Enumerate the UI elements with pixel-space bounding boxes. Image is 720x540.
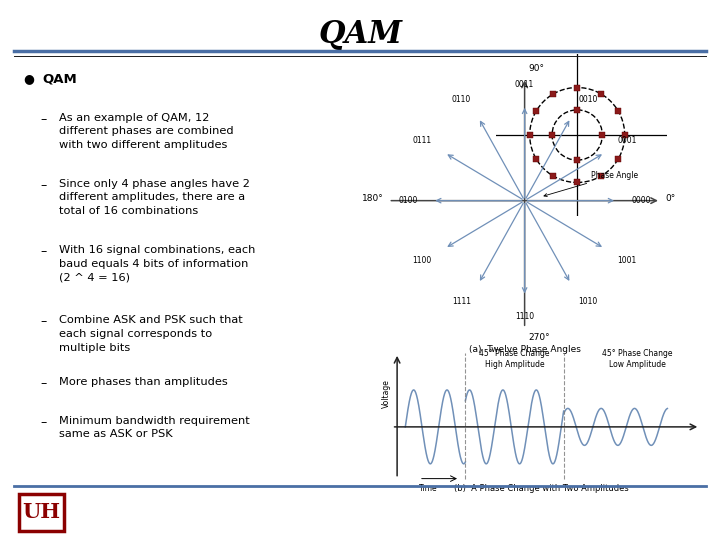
Text: ●: ● bbox=[24, 72, 35, 85]
Text: 0110: 0110 bbox=[451, 96, 471, 104]
Text: –: – bbox=[40, 377, 47, 390]
Text: 1001: 1001 bbox=[618, 256, 636, 265]
Text: UH: UH bbox=[22, 502, 60, 522]
Text: 1111: 1111 bbox=[452, 297, 471, 306]
Text: 270°: 270° bbox=[528, 333, 550, 342]
Text: 0100: 0100 bbox=[398, 196, 418, 205]
Text: QAM: QAM bbox=[42, 72, 77, 85]
FancyBboxPatch shape bbox=[19, 494, 65, 531]
Text: 0011: 0011 bbox=[515, 80, 534, 90]
Text: (b)  A Phase Change with Two Amplitudes: (b) A Phase Change with Two Amplitudes bbox=[454, 484, 629, 493]
Text: QAM: QAM bbox=[318, 19, 402, 50]
Text: Voltage: Voltage bbox=[382, 379, 391, 408]
Text: (a)  Twelve Phase Angles: (a) Twelve Phase Angles bbox=[469, 345, 580, 354]
Text: –: – bbox=[40, 315, 47, 328]
Text: 180°: 180° bbox=[362, 194, 384, 204]
Text: 45° Phase Change
Low Amplitude: 45° Phase Change Low Amplitude bbox=[602, 349, 672, 369]
Text: –: – bbox=[40, 113, 47, 126]
Text: Combine ASK and PSK such that
each signal corresponds to
multiple bits: Combine ASK and PSK such that each signa… bbox=[59, 315, 243, 353]
Text: Since only 4 phase angles have 2
different amplitudes, there are a
total of 16 c: Since only 4 phase angles have 2 differe… bbox=[59, 179, 251, 216]
Text: As an example of QAM, 12
different phases are combined
with two different amplit: As an example of QAM, 12 different phase… bbox=[59, 113, 234, 150]
Text: 0°: 0° bbox=[665, 194, 675, 204]
Text: More phases than amplitudes: More phases than amplitudes bbox=[59, 377, 228, 387]
Text: –: – bbox=[40, 245, 47, 258]
Text: –: – bbox=[40, 416, 47, 429]
Text: 90°: 90° bbox=[528, 64, 544, 73]
Text: 1010: 1010 bbox=[578, 297, 598, 306]
Text: Phase Angle: Phase Angle bbox=[544, 171, 638, 197]
Text: –: – bbox=[40, 179, 47, 192]
Text: 0000: 0000 bbox=[632, 196, 652, 205]
Text: 0111: 0111 bbox=[413, 136, 432, 145]
Text: Time: Time bbox=[419, 484, 438, 493]
Text: 45° Phase Change
High Amplitude: 45° Phase Change High Amplitude bbox=[480, 349, 550, 369]
Text: 0001: 0001 bbox=[618, 136, 637, 145]
Text: 1110: 1110 bbox=[515, 312, 534, 321]
Text: 1100: 1100 bbox=[413, 256, 432, 265]
Text: With 16 signal combinations, each
baud equals 4 bits of information
(2 ^ 4 = 16): With 16 signal combinations, each baud e… bbox=[59, 245, 256, 282]
Text: Minimum bandwidth requirement
same as ASK or PSK: Minimum bandwidth requirement same as AS… bbox=[59, 416, 250, 439]
Text: 0010: 0010 bbox=[578, 96, 598, 104]
